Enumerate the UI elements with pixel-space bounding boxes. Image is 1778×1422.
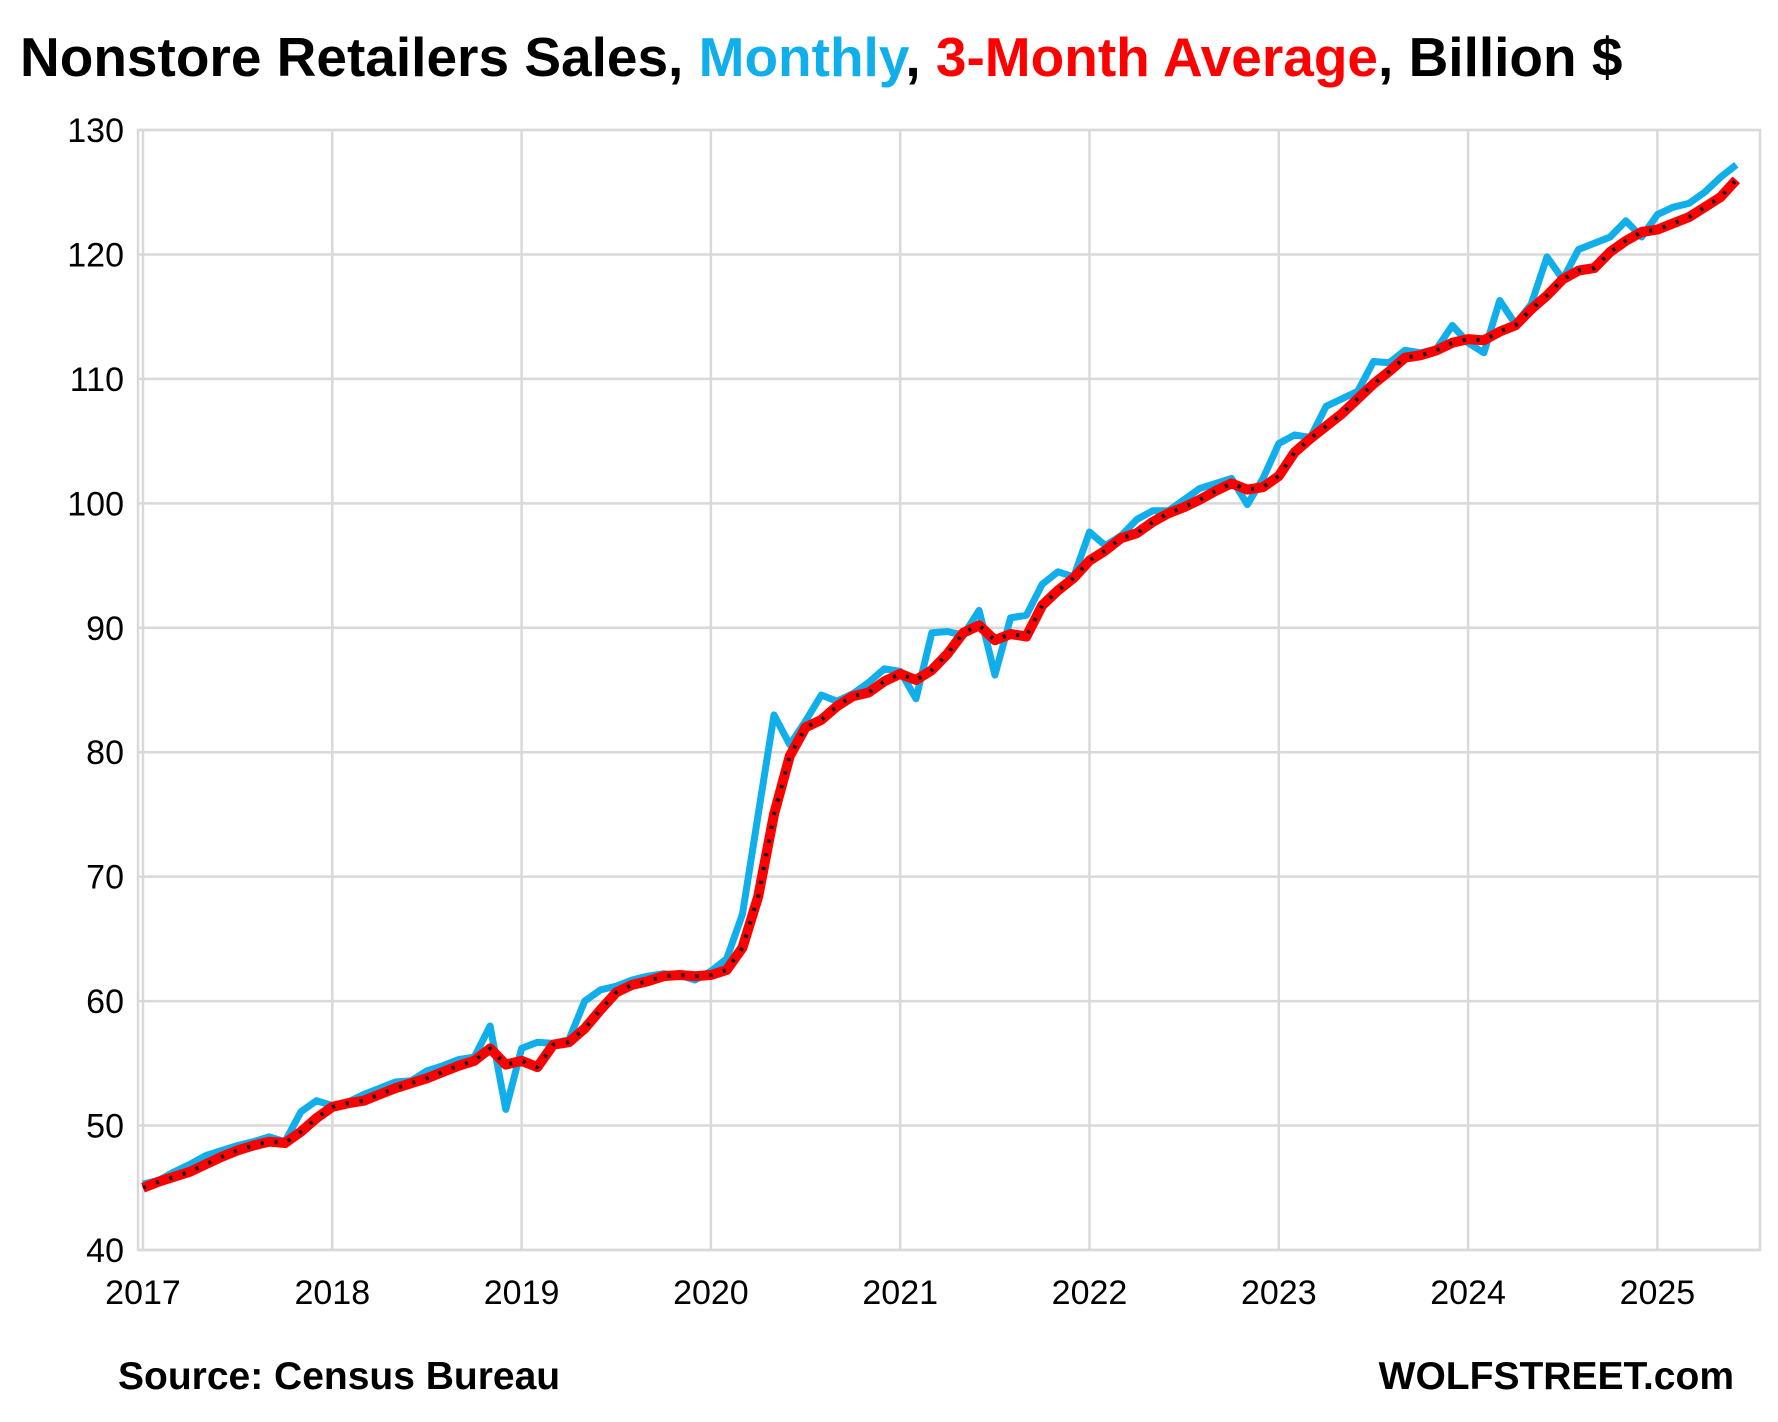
x-axis-tick-labels: 2017 2018 2019 2020 2021 2022 2023 2024 2025 [105, 1274, 1695, 1312]
chart-title-part: Nonstore Retailers Sales, [20, 26, 699, 88]
plot-border [136, 128, 1762, 1252]
chart-title-part: , [905, 26, 936, 88]
x-tick-label: 2018 [294, 1274, 370, 1312]
y-tick-label: 60 [86, 983, 124, 1021]
series-lines [141, 162, 1741, 1193]
x-tick-label: 2023 [1241, 1274, 1317, 1312]
x-tick-label: 2019 [484, 1274, 560, 1312]
source-note: Source: Census Bureau [118, 1355, 561, 1398]
y-tick-label: 110 [70, 361, 124, 399]
x-tick-label: 2017 [105, 1274, 181, 1312]
y-tick-label: 50 [86, 1108, 124, 1146]
y-tick-label: 100 [67, 485, 124, 523]
x-tick-label: 2021 [862, 1274, 938, 1312]
y-tick-label: 70 [86, 859, 124, 897]
chart-title: Nonstore Retailers Sales, Monthly, 3-Mon… [20, 25, 1622, 89]
y-tick-label: 90 [86, 610, 124, 648]
gridlines [136, 128, 1762, 1252]
x-tick-label: 2022 [1052, 1274, 1128, 1312]
y-tick-label: 120 [67, 236, 124, 274]
chart-title-part: Monthly [698, 26, 906, 88]
x-tick-label: 2025 [1620, 1274, 1696, 1312]
chart-title-part: , Billion $ [1378, 26, 1623, 88]
y-tick-label: 40 [86, 1232, 124, 1270]
y-axis-tick-labels: 40 50 60 70 80 90 100 110 120 130 [67, 112, 124, 1270]
chart-title-part: 3-Month Average [935, 26, 1379, 88]
y-tick-label: 130 [67, 112, 124, 150]
series-3-month-average-line [141, 176, 1741, 1193]
series-monthly-line [142, 162, 1739, 1188]
x-tick-label: 2024 [1430, 1274, 1506, 1312]
y-tick-label: 80 [86, 734, 124, 772]
brand-label: WOLFSTREET.com [1378, 1355, 1734, 1398]
x-tick-label: 2020 [673, 1274, 749, 1312]
